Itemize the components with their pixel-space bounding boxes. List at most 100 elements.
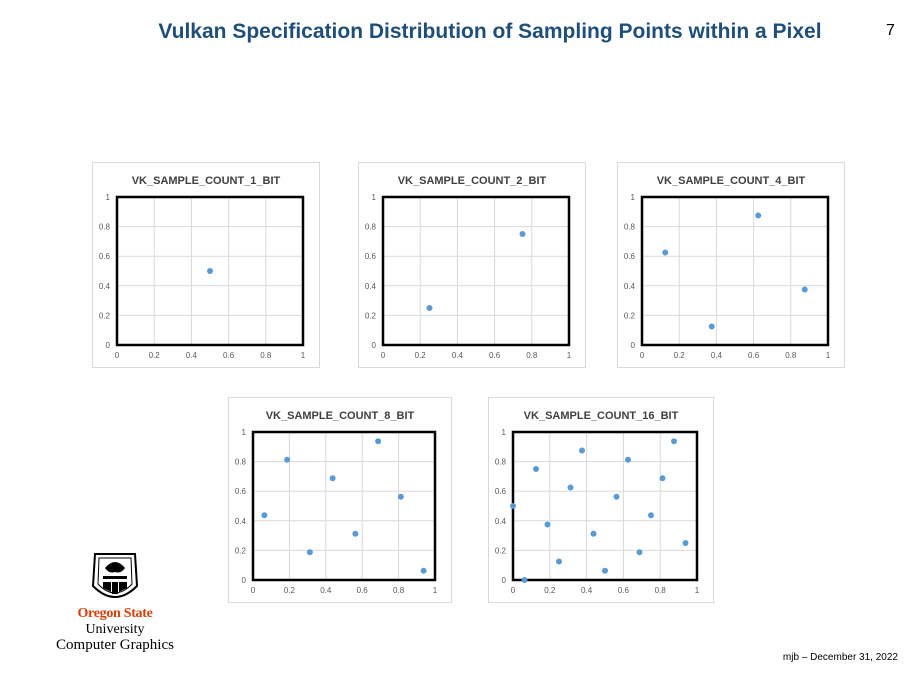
y-tick-label: 0.6 <box>235 487 247 496</box>
data-point <box>533 466 539 472</box>
page-number: 7 <box>886 22 895 39</box>
data-point <box>284 456 291 463</box>
chart-svg: VK_SAMPLE_COUNT_4_BIT 0 0.2 0.4 0.6 0.8 1 0 0.2 0… <box>624 175 831 360</box>
x-tick-label: 0 <box>511 586 516 595</box>
x-tick-label: 0.4 <box>452 351 464 360</box>
y-tick-label: 0.8 <box>365 223 377 232</box>
data-point <box>567 484 574 491</box>
chart-sample-count-8: VK_SAMPLE_COUNT_8_BIT 0 0.2 0.4 0.6 0.8 1 0 0.2 0… <box>228 397 452 603</box>
chart-svg: VK_SAMPLE_COUNT_1_BIT 0 0.2 0.4 0.6 0.8 1 0 0.2 0… <box>99 175 306 360</box>
x-tick-label: 0.2 <box>415 351 427 360</box>
pixel-frame <box>640 195 830 347</box>
y-tick-label: 0.2 <box>495 546 507 555</box>
y-tick-label: 1 <box>502 428 507 437</box>
x-tick-label: 0 <box>115 351 120 360</box>
data-point <box>682 540 689 546</box>
chart-sample-count-16: VK_SAMPLE_COUNT_16_BIT 0 0.2 0.4 0.6 0.8 1 0 0.2… <box>488 397 714 603</box>
data-point <box>801 286 808 293</box>
osu-university: University <box>85 622 145 637</box>
x-tick-label: 0.6 <box>618 586 630 595</box>
footer-credit: mjb – December 31, 2022 <box>782 652 898 663</box>
chart-sample-count-4: VK_SAMPLE_COUNT_4_BIT 0 0.2 0.4 0.6 0.8 1 0 0.2 0… <box>617 162 845 368</box>
y-tick-label: 0 <box>106 341 111 350</box>
data-point <box>556 558 562 565</box>
osu-name: Oregon State <box>77 606 153 621</box>
beaver-crest-icon <box>91 553 139 598</box>
x-tick-label: 0.8 <box>785 351 797 360</box>
data-point <box>306 549 313 556</box>
chart-title: VK_SAMPLE_COUNT_1_BIT <box>132 175 281 187</box>
data-point <box>352 530 359 537</box>
x-tick-label: 1 <box>695 586 700 595</box>
chart-sample-count-2: VK_SAMPLE_COUNT_2_BIT 0 0.2 0.4 0.6 0.8 1 0 0.2 0… <box>358 162 586 368</box>
data-point <box>207 268 213 274</box>
chart-svg: VK_SAMPLE_COUNT_16_BIT 0 0.2 0.4 0.6 0.8 1 0 0.2… <box>495 410 700 595</box>
x-tick-label: 0.6 <box>357 586 369 595</box>
x-tick-label: 0.6 <box>748 351 760 360</box>
x-tick-label: 1 <box>301 351 306 360</box>
x-tick-label: 0.2 <box>674 351 686 360</box>
x-tick-label: 0.8 <box>260 351 272 360</box>
data-point <box>613 493 620 500</box>
y-tick-label: 1 <box>631 193 636 202</box>
x-tick-label: 0.4 <box>186 351 198 360</box>
y-tick-label: 0.8 <box>99 223 111 232</box>
chart-svg: VK_SAMPLE_COUNT_2_BIT 0 0.2 0.4 0.6 0.8 1 0 0.2 0… <box>365 175 572 360</box>
data-point <box>329 475 336 482</box>
data-point <box>579 447 585 454</box>
y-tick-label: 0 <box>242 576 247 585</box>
data-point <box>397 493 404 500</box>
x-tick-label: 0 <box>640 351 645 360</box>
pixel-frame <box>115 195 305 347</box>
osu-department: Computer Graphics <box>56 637 174 653</box>
chart-title: VK_SAMPLE_COUNT_2_BIT <box>398 175 547 187</box>
y-tick-label: 0.4 <box>495 517 507 526</box>
data-point <box>426 305 433 311</box>
chart-title: VK_SAMPLE_COUNT_16_BIT <box>524 410 679 422</box>
chart-svg: VK_SAMPLE_COUNT_8_BIT 0 0.2 0.4 0.6 0.8 1 0 0.2 0… <box>235 410 438 595</box>
y-tick-label: 1 <box>372 193 377 202</box>
pixel-frame <box>511 430 699 582</box>
x-tick-label: 0.2 <box>544 586 556 595</box>
data-point <box>544 521 551 528</box>
y-tick-label: 0.8 <box>624 223 636 232</box>
x-tick-label: 0.4 <box>711 351 723 360</box>
data-point <box>708 323 715 330</box>
x-tick-label: 0.4 <box>320 586 332 595</box>
x-tick-label: 0.2 <box>284 586 296 595</box>
x-tick-label: 0.8 <box>526 351 538 360</box>
data-point <box>662 249 669 256</box>
y-tick-label: 0.8 <box>495 458 507 467</box>
data-point <box>375 438 382 445</box>
y-tick-label: 0.2 <box>235 546 247 555</box>
y-tick-label: 0.4 <box>365 282 377 291</box>
data-point <box>261 512 268 519</box>
y-tick-label: 1 <box>242 428 247 437</box>
x-tick-label: 0.6 <box>223 351 235 360</box>
x-tick-label: 0.6 <box>489 351 501 360</box>
data-point <box>521 577 528 583</box>
y-tick-label: 0.2 <box>365 311 377 320</box>
y-tick-label: 0.4 <box>235 517 247 526</box>
slide-title: Vulkan Specification Distribution of Sam… <box>158 20 822 43</box>
pixel-frame <box>251 430 437 582</box>
pixel-frame <box>381 195 571 347</box>
x-tick-label: 0 <box>251 586 256 595</box>
data-point <box>420 567 427 574</box>
x-tick-label: 0.2 <box>149 351 161 360</box>
data-point <box>602 567 608 574</box>
y-tick-label: 0.6 <box>624 252 636 261</box>
chart-title: VK_SAMPLE_COUNT_8_BIT <box>266 410 415 422</box>
x-tick-label: 1 <box>826 351 831 360</box>
y-tick-label: 0 <box>502 576 507 585</box>
data-point <box>510 503 516 509</box>
data-point <box>671 438 677 445</box>
y-tick-label: 0.4 <box>99 282 111 291</box>
x-tick-label: 1 <box>433 586 438 595</box>
chart-title: VK_SAMPLE_COUNT_4_BIT <box>657 175 806 187</box>
data-point <box>636 549 643 556</box>
y-tick-label: 0.6 <box>495 487 507 496</box>
data-point <box>659 475 666 482</box>
data-point <box>590 530 597 537</box>
y-tick-label: 1 <box>106 193 111 202</box>
